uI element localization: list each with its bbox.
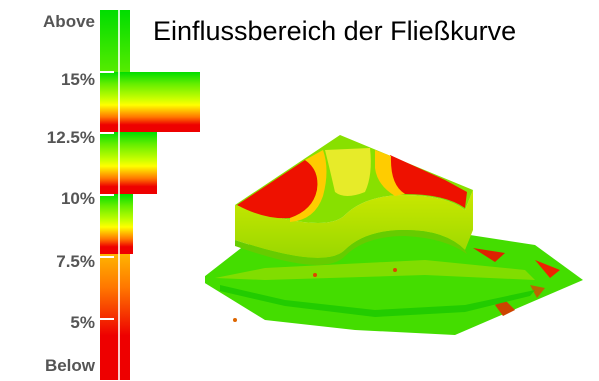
scale-tick [100,71,114,73]
base-light-band [215,260,535,280]
legend-label-7-5: 7.5% [56,252,95,271]
histogram-bar-10 [100,194,133,254]
base-marker [393,268,397,272]
scale-tick [100,194,114,196]
legend-label-below: Below [44,356,95,375]
base-red-patch [530,285,545,298]
base-green-band [220,285,535,317]
base-marker [233,318,237,322]
scale-tick [100,318,114,320]
top-red-zone-right [390,155,467,208]
legend-label-10: 10% [60,189,95,208]
block-wall-shade [235,230,467,265]
histogram-bar-12-5 [100,132,157,194]
top-red-zone-left [237,160,318,219]
top-yellow-center [325,148,371,196]
base-red-patch [473,248,505,262]
histogram-bar-15 [100,72,200,132]
scale-divider [118,10,120,380]
base-red-patch [535,260,560,278]
top-yellow-halo-left [290,150,327,222]
base-red-patch [495,300,515,316]
block-wall [235,190,473,258]
top-yellow-halo-right [375,150,405,196]
scale-tick [100,256,114,258]
legend-label-5: 5% [70,313,95,332]
color-scale-histogram [100,10,200,380]
scale-tick [100,132,114,134]
base-marker [313,273,317,277]
legend-label-12-5: 12.5% [46,128,95,147]
legend-label-15: 15% [60,70,95,89]
chart-title: Einflussbereich der Fließkurve [153,16,517,46]
formability-model [205,135,583,335]
legend-label-above: Above [43,12,95,31]
